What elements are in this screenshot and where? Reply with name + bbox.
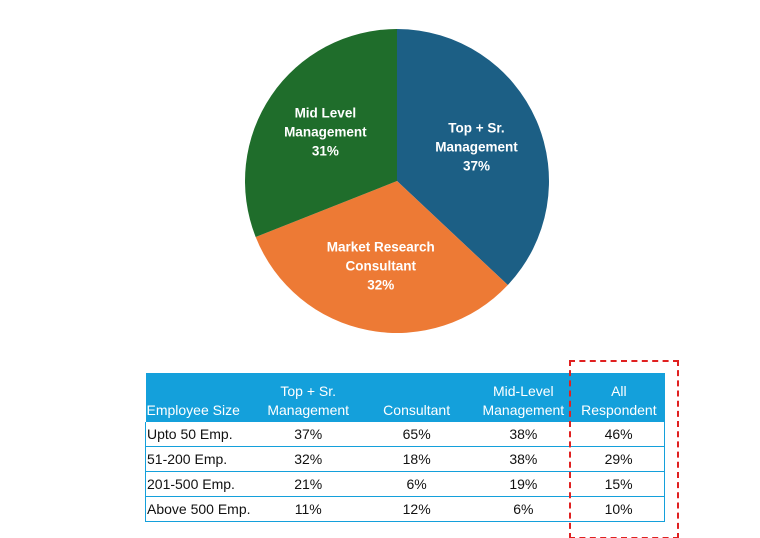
- table-cell: 29%: [573, 446, 666, 472]
- table-cell: 10%: [573, 496, 666, 522]
- pie-slice: [245, 29, 397, 237]
- table-row: 51-200 Emp. 32% 18% 38% 29%: [144, 446, 666, 472]
- slice-label: Market Research Consultant 32%: [313, 238, 449, 295]
- table-cell: 65%: [359, 422, 474, 447]
- slice-category: Mid Level Management: [284, 105, 367, 140]
- data-table: Employee Size Top + Sr. Management Consult…: [144, 373, 666, 522]
- table-cell: 18%: [359, 446, 474, 472]
- table-cell: 37%: [256, 422, 360, 447]
- table-cell: 32%: [256, 446, 360, 472]
- header-cell: Top + Sr. Management: [256, 373, 360, 422]
- pie-slice: [255, 181, 508, 333]
- table-cell: 12%: [359, 496, 474, 522]
- table-cell: Above 500 Emp.: [144, 496, 257, 522]
- table-row: 201-500 Emp. 21% 6% 19% 15%: [144, 471, 666, 497]
- pie-chart: [245, 29, 550, 333]
- table-cell: 6%: [473, 496, 574, 522]
- table-cell: 46%: [573, 422, 666, 447]
- header-cell: Employee Size: [145, 373, 257, 422]
- slice-value: 31%: [311, 143, 339, 159]
- table-row: Upto 50 Emp. 37% 65% 38% 46%: [144, 422, 666, 447]
- table-cell: 38%: [473, 446, 574, 472]
- header-row: Employee Size Top + Sr. Management Consult…: [145, 373, 665, 422]
- slice-label: Mid Level Management 31%: [257, 104, 393, 161]
- slice-value: 37%: [462, 158, 491, 174]
- table-cell: 19%: [473, 471, 574, 497]
- table-cell: 11%: [256, 496, 360, 522]
- table-cell: 51-200 Emp.: [144, 446, 257, 472]
- slice-category: Market Research Consultant: [326, 239, 435, 274]
- table-cell: 6%: [359, 471, 474, 497]
- header-cell: Consultant: [359, 373, 474, 422]
- table-cell: 201-500 Emp.: [144, 471, 257, 497]
- table-cell: 15%: [573, 471, 666, 497]
- pie-slice: [397, 29, 550, 286]
- highlight-box: [569, 360, 679, 538]
- table-cell: 38%: [473, 422, 574, 447]
- table-row: Above 500 Emp. 11% 12% 6% 10%: [144, 496, 666, 522]
- table-cell: 21%: [256, 471, 360, 497]
- table-cell: Upto 50 Emp.: [144, 422, 257, 447]
- slice-value: 32%: [367, 277, 395, 293]
- header-cell: All Respondent: [573, 373, 665, 422]
- header-cell: Mid-Level Management: [473, 373, 574, 422]
- slice-category: Top + Sr. Management: [435, 120, 518, 155]
- slice-label: Top + Sr. Management 37%: [409, 118, 545, 175]
